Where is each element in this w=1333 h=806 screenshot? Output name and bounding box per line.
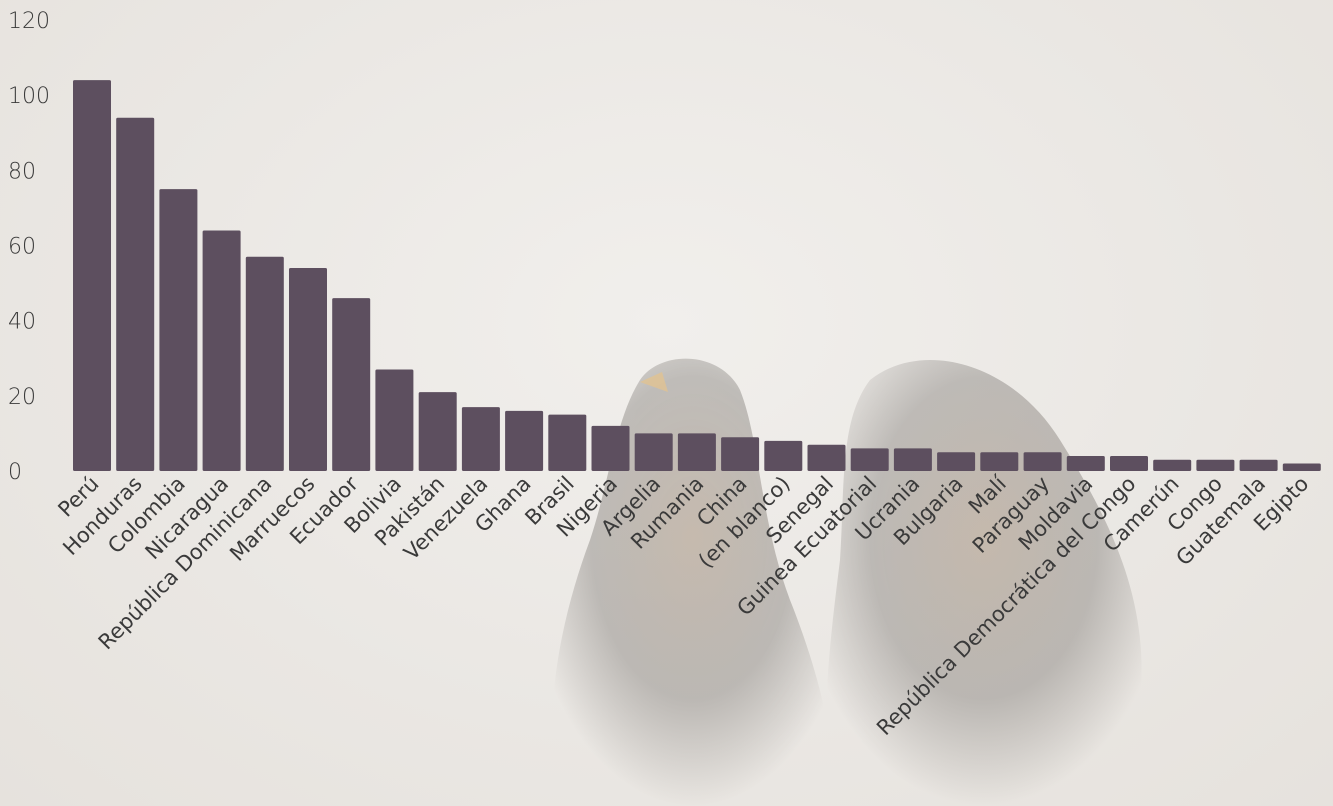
bar bbox=[591, 425, 630, 471]
bar bbox=[159, 189, 198, 471]
bar bbox=[1153, 459, 1192, 471]
bar bbox=[807, 444, 846, 471]
bar bbox=[893, 448, 932, 471]
bar bbox=[116, 117, 155, 471]
bar bbox=[980, 452, 1019, 471]
y-tick-label: 60 bbox=[8, 235, 36, 260]
bar bbox=[548, 414, 587, 471]
y-tick-label: 80 bbox=[8, 159, 36, 184]
bar bbox=[461, 407, 500, 471]
background-birds-photo bbox=[551, 358, 1142, 806]
y-tick-label: 0 bbox=[8, 460, 22, 485]
bar bbox=[1023, 452, 1062, 471]
bar bbox=[332, 298, 371, 471]
y-tick-label: 20 bbox=[8, 385, 36, 410]
bird-left-silhouette bbox=[551, 358, 834, 806]
y-axis-ticks: 0 20 40 60 80 100 120 bbox=[8, 9, 50, 485]
bar bbox=[289, 268, 327, 471]
bar bbox=[418, 392, 457, 471]
bar bbox=[677, 433, 716, 471]
bar bbox=[721, 437, 760, 471]
bar bbox=[1066, 456, 1105, 471]
bar bbox=[73, 80, 111, 471]
bar bbox=[245, 256, 284, 471]
bar bbox=[1196, 459, 1235, 471]
bar bbox=[764, 440, 803, 471]
bird-left-beak bbox=[640, 372, 668, 392]
bar bbox=[937, 452, 976, 471]
bar bbox=[202, 230, 241, 471]
bar bbox=[505, 410, 544, 471]
bar bbox=[850, 448, 889, 471]
bars-group bbox=[73, 80, 1321, 471]
y-tick-label: 100 bbox=[8, 84, 50, 109]
bar bbox=[1282, 463, 1321, 471]
bird-right-silhouette bbox=[825, 360, 1142, 806]
bar bbox=[1239, 459, 1278, 471]
bar bbox=[1110, 456, 1148, 471]
bar bbox=[375, 369, 414, 471]
bar bbox=[634, 433, 673, 471]
y-tick-label: 40 bbox=[8, 310, 36, 335]
y-tick-label: 120 bbox=[8, 9, 50, 34]
